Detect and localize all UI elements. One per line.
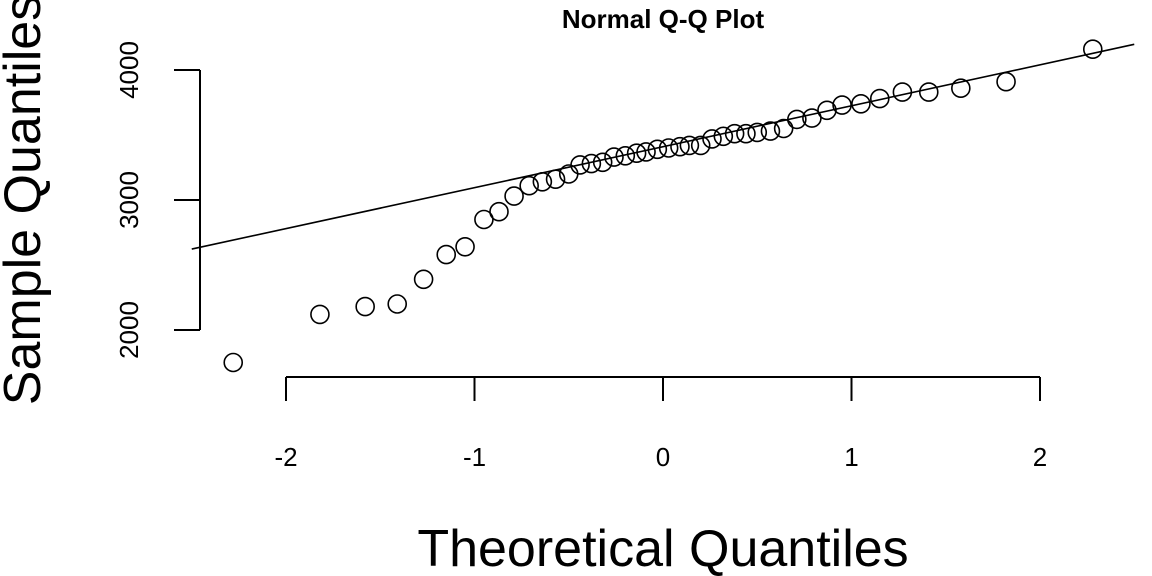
data-point [387,294,408,314]
data-point [455,237,475,257]
data-point [724,123,745,144]
data-point [519,175,539,196]
chart-title: Normal Q-Q Plot [562,4,765,34]
data-point [532,172,553,192]
x-tick-label: 0 [656,442,670,472]
data-point [474,209,494,230]
data-point [581,153,602,174]
data-point [690,135,711,156]
data-point [658,138,679,158]
data-point [670,136,690,157]
data-point [436,244,457,265]
data-point [570,155,590,175]
data-point [817,100,837,121]
data-point [679,135,700,156]
data-point [636,142,656,162]
data-point [773,118,794,139]
x-tick-label: -2 [274,442,297,472]
data-point [592,152,613,173]
data-point [851,94,871,114]
data-point [647,139,668,160]
data-point [832,95,852,115]
data-point [760,121,781,141]
data-point [413,269,434,290]
x-tick-label: 2 [1033,442,1047,472]
data-point [713,126,734,147]
data-point [223,352,244,373]
data-point [892,82,913,102]
data-point [702,129,722,149]
x-tick-label: 1 [844,442,858,472]
data-point [545,169,566,189]
y-tick-label: 3000 [114,171,144,229]
data-point [489,201,509,222]
data-point [615,146,636,166]
plot-region [191,39,1135,373]
x-tick-label: -1 [463,442,486,472]
data-point [504,186,524,206]
x-axis: -2 -1 0 1 2 [274,376,1047,472]
data-point [1082,39,1103,60]
data-point [802,108,822,128]
data-point [626,143,647,163]
data-point [736,123,756,144]
x-axis-label: Theoretical Quantiles [417,520,908,576]
data-point [918,82,939,102]
data-point [310,304,330,325]
data-point [604,147,624,167]
data-point [787,109,807,130]
data-point [869,88,890,109]
data-point [355,296,375,317]
y-axis-label: Sample Quantiles [0,0,52,405]
reference-line [191,43,1135,250]
data-point [951,78,971,98]
data-point [996,71,1016,92]
data-point [747,122,768,143]
y-axis: 2000 3000 4000 [114,41,201,359]
points-layer [223,39,1103,373]
y-tick-label: 4000 [114,41,144,99]
y-tick-label: 2000 [114,301,144,359]
